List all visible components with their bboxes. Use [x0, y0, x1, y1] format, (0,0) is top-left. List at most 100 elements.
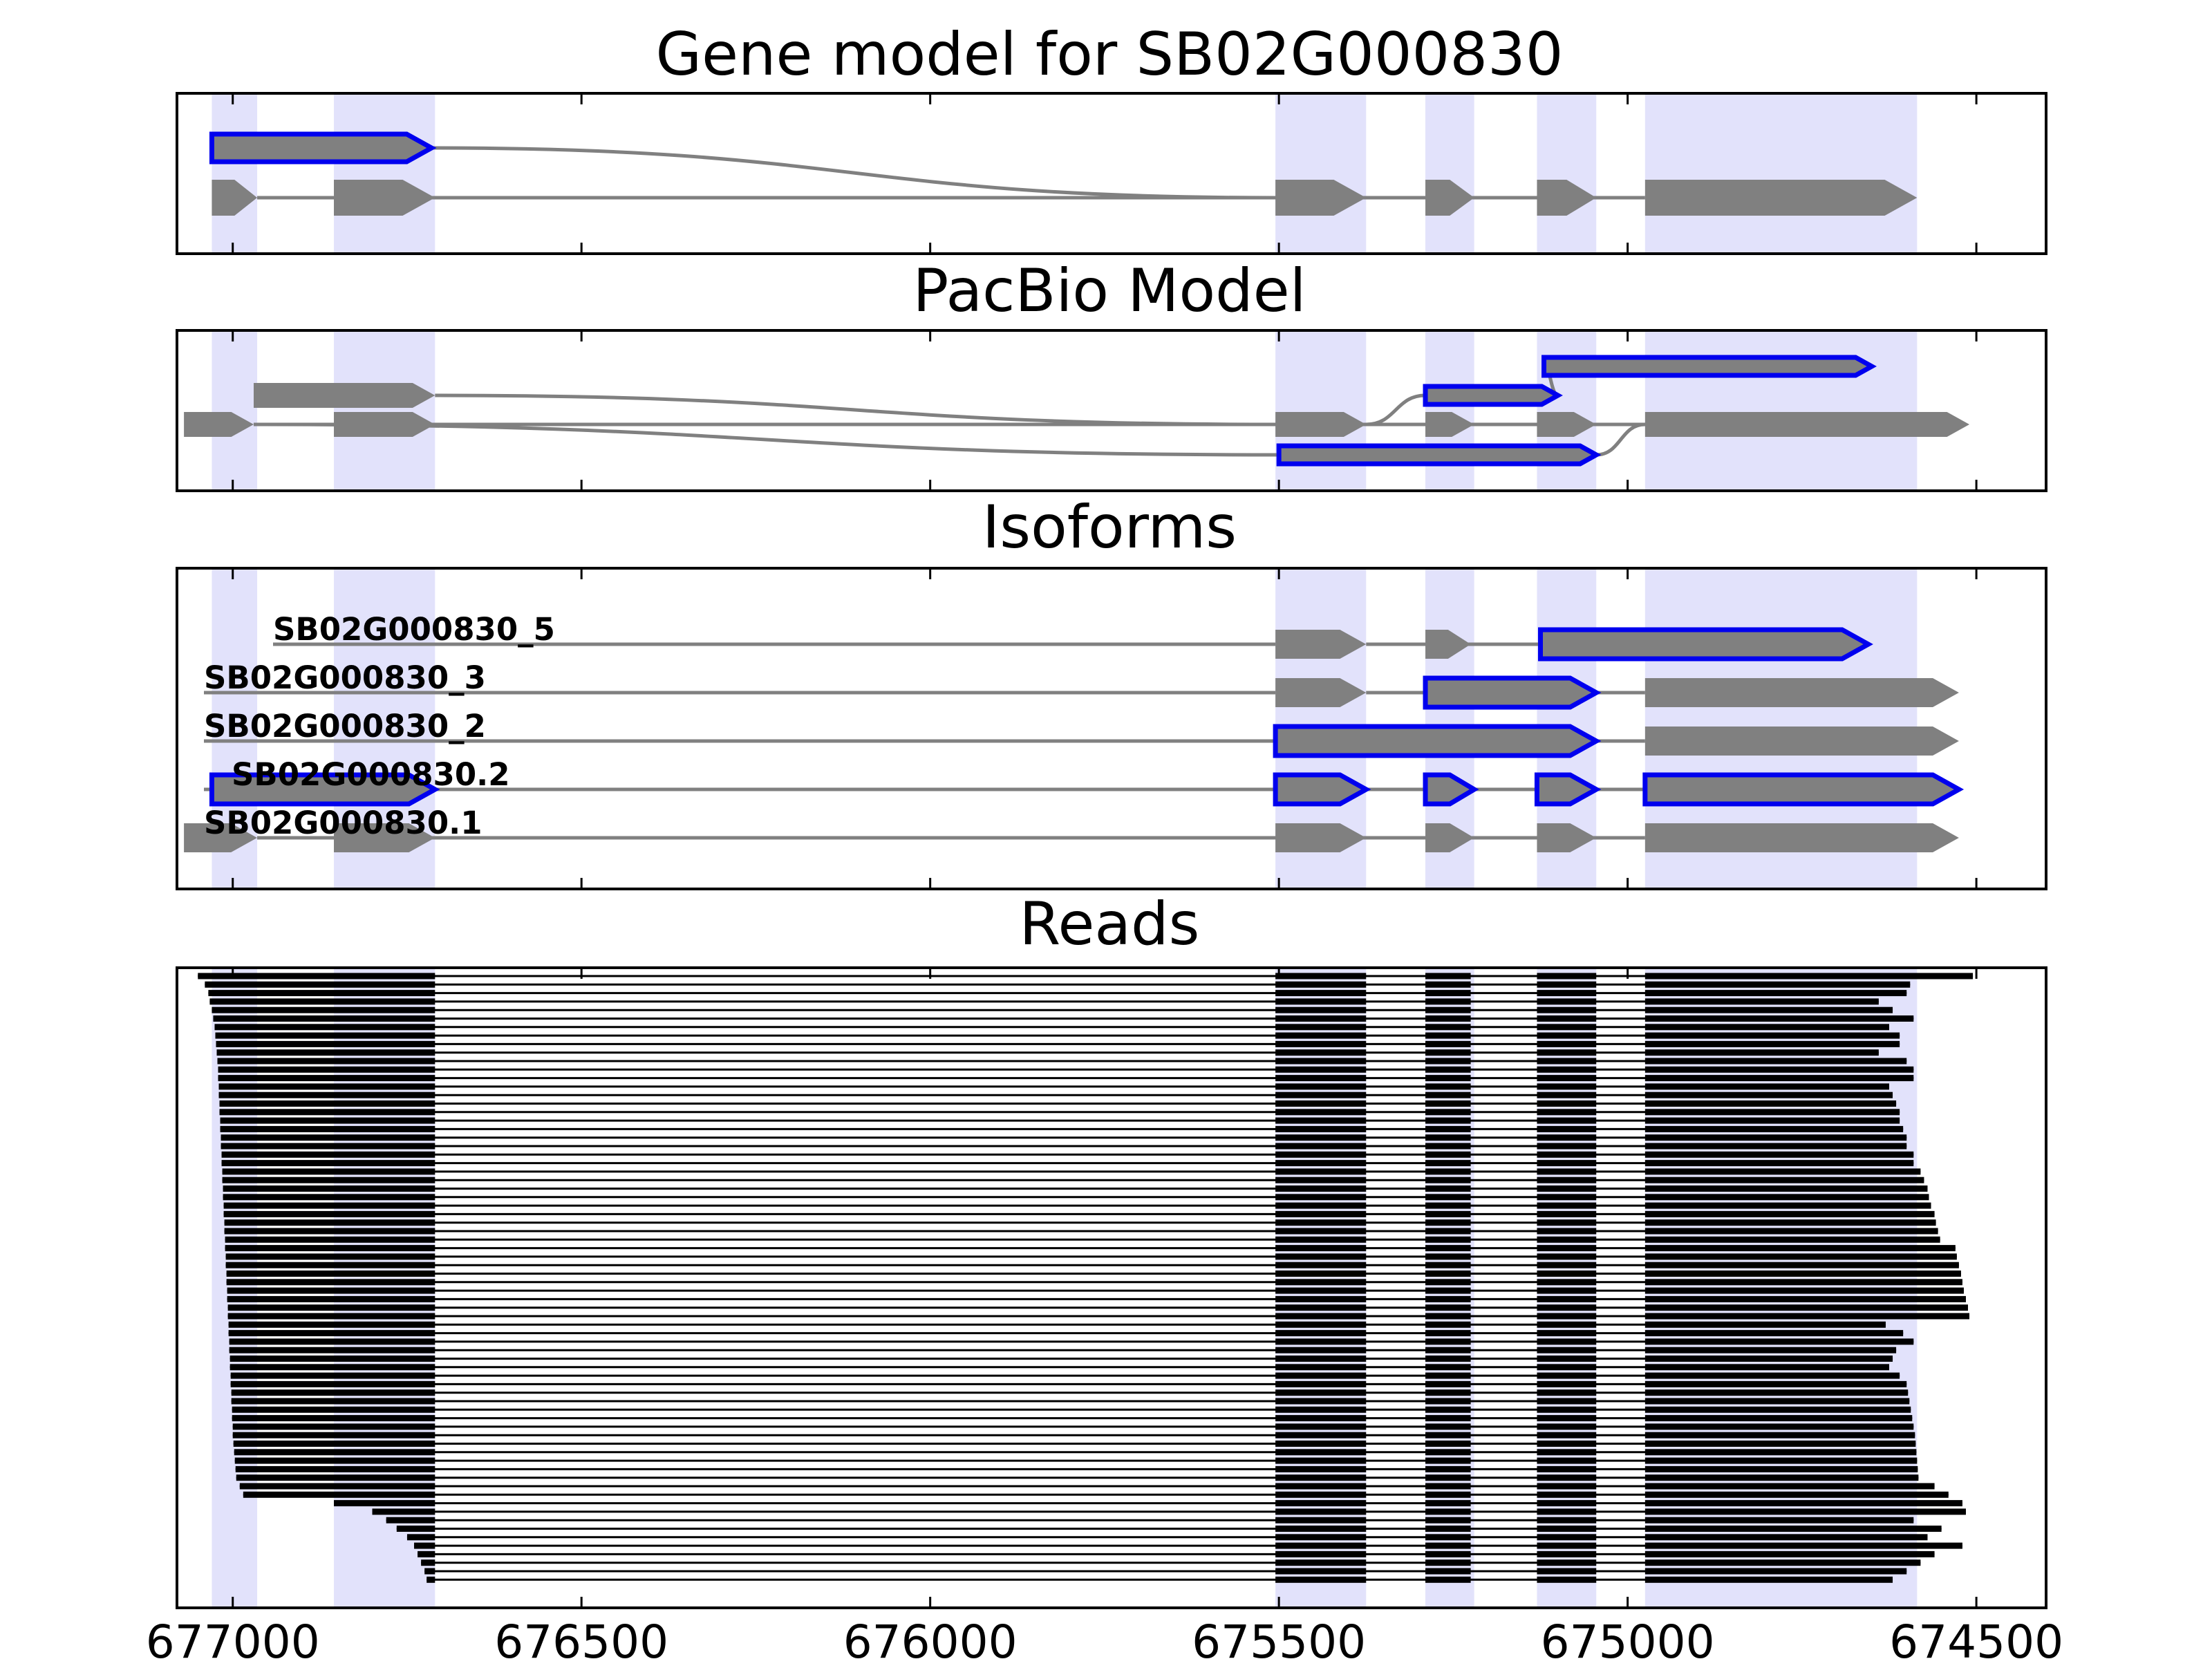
read-block	[1425, 1083, 1471, 1090]
exon-highlight-band	[212, 93, 258, 254]
read-block	[223, 1185, 435, 1192]
read-block	[1644, 1219, 1936, 1226]
read-block	[1644, 1228, 1938, 1235]
isoform-label: SB02G000830_5	[273, 611, 555, 648]
read-block	[1275, 1253, 1367, 1260]
read-block	[1275, 1202, 1367, 1209]
read-block	[1425, 1287, 1471, 1294]
read-block	[1537, 1202, 1597, 1209]
read-block	[1425, 1526, 1471, 1532]
read-block	[1275, 1330, 1367, 1337]
read-block	[216, 1040, 435, 1047]
read-block	[1644, 1210, 1935, 1217]
read-block	[1425, 1372, 1471, 1379]
read-block	[1644, 1100, 1897, 1107]
exon-shape	[1276, 443, 1602, 467]
read-block	[1537, 1517, 1597, 1524]
read-block	[1537, 998, 1597, 1005]
exon-shape	[1534, 772, 1602, 807]
read-block	[1425, 1271, 1471, 1277]
exon-shape	[1273, 724, 1602, 758]
read-block	[1537, 1568, 1597, 1575]
exon-shape	[334, 412, 435, 437]
x-tick-label: 675000	[1541, 1615, 1715, 1659]
x-tick-label: 676500	[494, 1615, 668, 1659]
read-block	[1537, 1465, 1597, 1472]
read-block	[1425, 1194, 1471, 1201]
read-block	[1275, 1465, 1367, 1472]
read-block	[1644, 973, 1974, 980]
read-block	[1537, 1160, 1597, 1167]
read-block	[1425, 1117, 1471, 1124]
read-block	[236, 1474, 435, 1481]
exon-highlight-band	[1644, 93, 1918, 254]
read-block	[1275, 1483, 1367, 1490]
exon-shape	[184, 412, 254, 437]
pacbio-model-panel	[176, 329, 2047, 492]
read-block	[1275, 1338, 1367, 1345]
read-block	[1644, 1338, 1914, 1345]
read-block	[1644, 1143, 1907, 1150]
read-block	[1425, 1202, 1471, 1209]
read-block	[1425, 1295, 1471, 1302]
read-block	[1537, 1321, 1597, 1328]
read-block	[232, 1415, 435, 1422]
read-block	[1275, 1550, 1367, 1557]
exon-highlight-band	[1537, 93, 1597, 254]
read-block	[1537, 1134, 1597, 1141]
read-block	[1425, 1006, 1471, 1013]
read-block	[1644, 1347, 1897, 1353]
read-block	[1644, 1534, 1928, 1541]
read-block	[1275, 1083, 1367, 1090]
read-block	[1425, 1415, 1471, 1422]
exon-shape	[334, 180, 435, 216]
read-block	[1537, 1304, 1597, 1311]
exon-shape	[1537, 823, 1597, 852]
read-block	[1275, 1151, 1367, 1158]
read-block	[234, 1449, 435, 1456]
read-block	[1537, 1279, 1597, 1286]
read-block	[1537, 1024, 1597, 1031]
read-block	[1425, 1423, 1471, 1430]
read-block	[1425, 1432, 1471, 1438]
read-block	[1425, 1347, 1471, 1353]
read-block	[1275, 1160, 1367, 1167]
read-block	[1425, 1321, 1471, 1328]
read-block	[1425, 1143, 1471, 1150]
read-block	[1275, 1449, 1367, 1456]
read-block	[1537, 1457, 1597, 1464]
read-block	[424, 1568, 435, 1575]
read-block	[1425, 1500, 1471, 1507]
exon-shape	[1644, 727, 1959, 756]
read-block	[1644, 1006, 1893, 1013]
read-block	[1644, 1568, 1907, 1575]
read-block	[1275, 1032, 1367, 1039]
read-block	[1537, 1066, 1597, 1073]
read-block	[1644, 1432, 1915, 1438]
read-block	[334, 1500, 435, 1507]
read-block	[218, 1075, 435, 1082]
read-block	[1644, 1109, 1900, 1116]
read-block	[406, 1534, 435, 1541]
read-block	[214, 1024, 435, 1031]
read-block	[222, 1168, 435, 1175]
read-block	[1644, 1449, 1917, 1456]
read-block	[1537, 1380, 1597, 1387]
read-block	[1425, 1049, 1471, 1056]
read-block	[1425, 1330, 1471, 1337]
read-block	[224, 1228, 435, 1235]
read-block	[1644, 1313, 1970, 1320]
read-block	[1275, 1194, 1367, 1201]
read-block	[1644, 1304, 1968, 1311]
read-block	[1537, 1441, 1597, 1447]
read-block	[1275, 1287, 1367, 1294]
exon-shape	[253, 383, 435, 408]
exon-shape	[1642, 772, 1965, 807]
read-block	[1275, 1143, 1367, 1150]
read-block	[1275, 1491, 1367, 1498]
pacbio-panel-frame	[176, 329, 2047, 492]
read-block	[1644, 1236, 1940, 1243]
read-block	[1275, 1347, 1367, 1353]
exon-highlight-band	[212, 330, 258, 491]
read-block	[234, 1457, 435, 1464]
